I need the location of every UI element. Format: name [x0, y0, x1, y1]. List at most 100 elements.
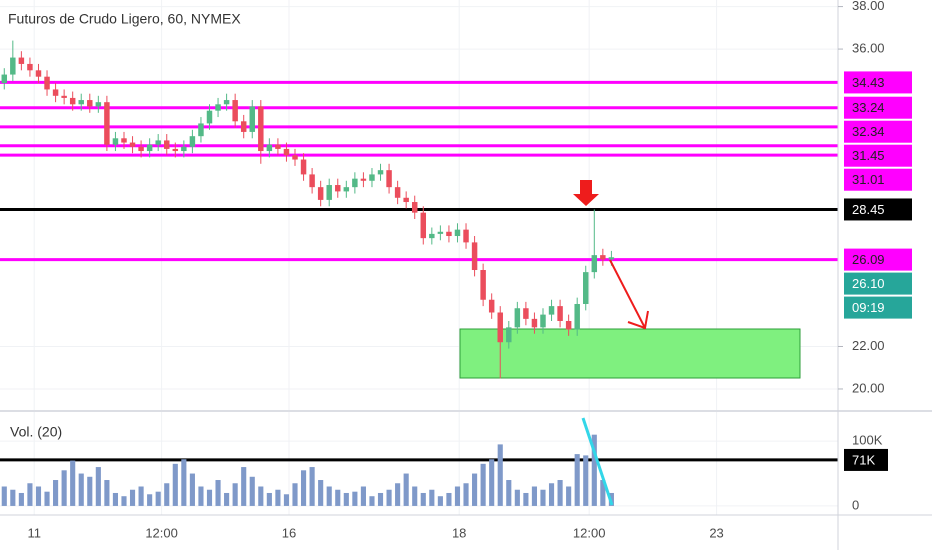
price-level-label: 28.45 [852, 202, 885, 217]
candle-body [223, 100, 230, 105]
volume-bar [437, 496, 443, 506]
volume-bar [155, 491, 161, 506]
candle-body [275, 144, 281, 149]
candle-body [403, 197, 409, 203]
candle-body [540, 314, 546, 328]
price-level-label-box [844, 198, 912, 221]
candle-body [95, 102, 102, 107]
candle-body [189, 136, 196, 147]
candle-body [292, 155, 298, 160]
candle-body [35, 70, 42, 77]
volume-bar [309, 467, 315, 506]
volume-bar [420, 492, 426, 506]
volume-bar [232, 483, 238, 506]
volume-bar [104, 480, 110, 506]
x-tick-label: 12:00 [573, 525, 606, 540]
y-tick-label: 36.00 [852, 41, 885, 56]
annotations [573, 180, 649, 506]
volume-bar [27, 483, 33, 506]
price-level-label-box [844, 168, 912, 191]
volume-bar [403, 473, 409, 506]
price-level-label: 31.01 [852, 172, 885, 187]
volume-trend-line [581, 417, 614, 506]
candle-body [44, 76, 50, 90]
price-level-label: 33.24 [852, 100, 885, 115]
candle-body [437, 231, 444, 234]
x-tick-label: 11 [27, 525, 41, 540]
candle-body [386, 170, 392, 188]
x-tick-label: 23 [709, 525, 723, 540]
x-tick-label: 18 [452, 525, 466, 540]
price-level-label: 31.45 [852, 148, 885, 163]
price-level-label-box [844, 96, 912, 119]
y-tick-label: 38.00 [852, 0, 885, 13]
volume-bar [480, 463, 486, 506]
volume-bar [472, 473, 478, 506]
volume-bar [241, 467, 247, 506]
y-tick-label: 22.00 [852, 338, 885, 353]
candle-body [215, 104, 221, 111]
candle-body [497, 312, 503, 343]
candle-body [138, 146, 144, 152]
volume-bar [70, 460, 76, 506]
candle-body [181, 146, 187, 152]
candle-body [343, 187, 350, 192]
candles [1, 40, 615, 379]
volume-bar [292, 483, 298, 506]
volume-bar [343, 492, 349, 506]
candle-body [454, 229, 461, 237]
volume-bar [395, 483, 401, 506]
candle-body [369, 174, 375, 181]
volume-bar [548, 483, 555, 506]
candle-body [591, 255, 598, 273]
volume-title: Vol. (20) [10, 424, 62, 440]
volume-bar [95, 467, 101, 506]
candle-body [10, 57, 16, 75]
x-tick-label: 12:00 [145, 525, 178, 540]
volume-bar [497, 444, 503, 506]
volume-bar [283, 494, 290, 506]
volume-bar [377, 492, 384, 506]
volume-bar [591, 434, 597, 506]
volume-bar [10, 489, 16, 506]
candle-body [27, 63, 33, 71]
candle-body [557, 306, 563, 321]
candle-body [78, 100, 84, 105]
candle-body [87, 100, 93, 107]
chart-title: Futuros de Crudo Ligero, 60, NYMEX [8, 11, 241, 27]
candle-body [531, 318, 538, 328]
volume-bar [206, 489, 213, 506]
volume-bar [266, 492, 272, 506]
price-level-label-box [844, 248, 912, 271]
vol-tick-label: 100K [852, 433, 883, 448]
volume-bar [446, 492, 452, 506]
candle-body [258, 106, 264, 152]
volume-bar [129, 489, 136, 506]
candle-body [249, 106, 255, 132]
price-level-label: 32.34 [852, 124, 885, 139]
volume-bar [164, 483, 170, 506]
candle-body [506, 327, 512, 343]
volume-level-box [844, 448, 888, 471]
volume-bar [369, 496, 375, 506]
candle-body [471, 242, 478, 271]
volume-bar [35, 486, 42, 506]
candle-body [300, 159, 307, 175]
volume-bar [360, 486, 366, 506]
candle-body [514, 308, 521, 328]
candle-body [565, 320, 572, 330]
volume-bar [121, 496, 127, 506]
price-level-label: 26.09 [852, 252, 885, 267]
volume-bar [87, 476, 93, 506]
volume-bar [53, 480, 59, 506]
candle-body [480, 270, 486, 300]
volume-bar [583, 455, 589, 506]
price-level-label-box [844, 144, 912, 167]
volume-bar [506, 480, 512, 506]
candle-body [309, 174, 315, 188]
volume-bar [138, 486, 144, 506]
volume-bar [112, 492, 119, 506]
volume-bar [78, 473, 84, 506]
candle-body [360, 178, 367, 181]
candle-body [121, 138, 127, 143]
